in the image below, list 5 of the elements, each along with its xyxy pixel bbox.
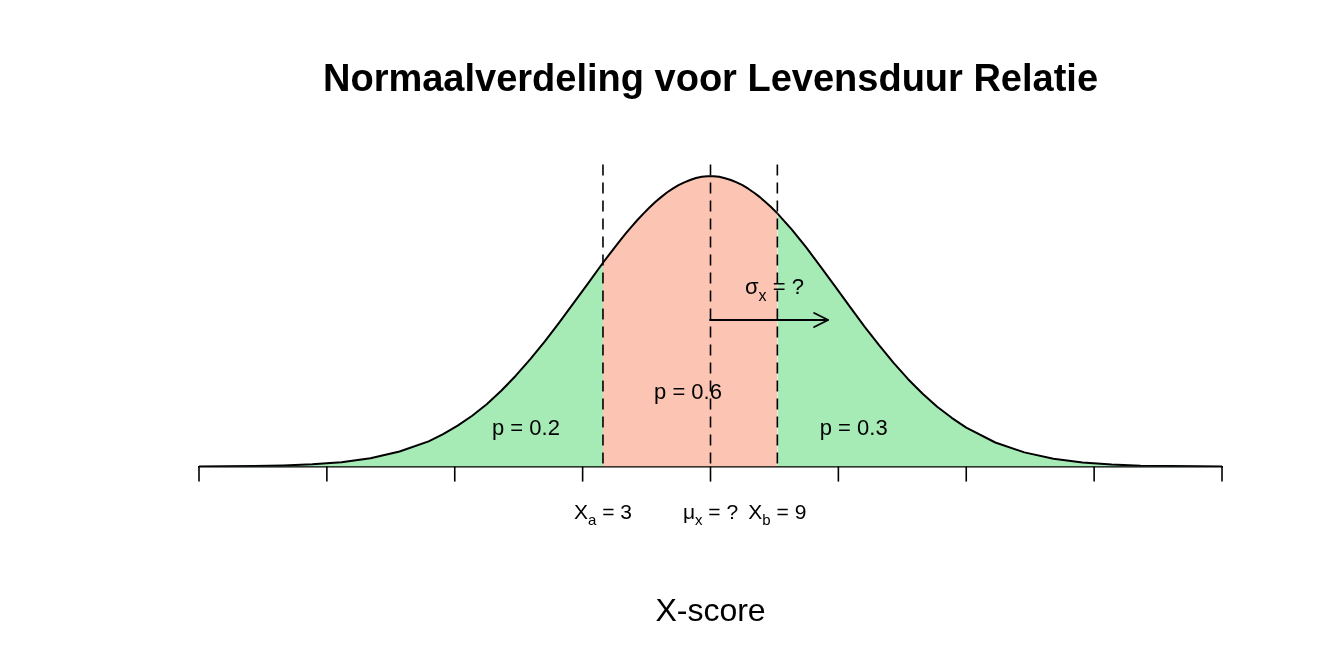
annotation: p = 0.2 [492, 415, 560, 441]
annotation: p = 0.6 [654, 379, 722, 405]
annotation: p = 0.3 [819, 415, 888, 441]
chart-title: Normaalverdeling voor Levensduur Relatie [322, 57, 1099, 100]
x-axis-title: X-score [655, 591, 766, 628]
